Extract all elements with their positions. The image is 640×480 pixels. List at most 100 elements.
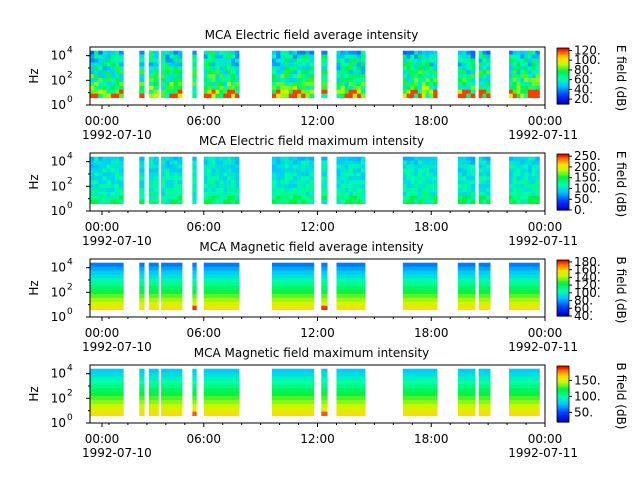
heatmap-cell (110, 305, 116, 311)
heatmap-cell (227, 305, 232, 311)
heatmap-cell (433, 282, 438, 287)
heatmap-cell (119, 172, 124, 177)
heatmap-cell (352, 195, 358, 201)
heatmap-cell (421, 172, 427, 177)
heatmap-cell (203, 176, 209, 181)
heatmap-cell (433, 160, 438, 166)
heatmap-cell (139, 187, 145, 193)
heatmap-cell (165, 70, 170, 75)
heatmap-cell (512, 85, 518, 91)
heatmap-cell (297, 282, 302, 287)
heatmap-cell (531, 156, 537, 162)
heatmap-cell (344, 372, 350, 378)
heatmap-cell (356, 290, 362, 295)
heatmap-cell (527, 50, 533, 56)
heatmap-cell (433, 301, 438, 307)
heatmap-cell (478, 184, 483, 189)
heatmap-cell (207, 396, 213, 401)
heatmap-cell (292, 50, 298, 56)
heatmap-cell (173, 172, 179, 177)
heatmap-cell (234, 407, 240, 413)
heatmap-cell (297, 93, 302, 99)
heatmap-cell (211, 293, 216, 299)
heatmap-cell (336, 195, 342, 201)
heatmap-cell (284, 172, 290, 177)
heatmap-cell (227, 62, 232, 67)
heatmap-cell (173, 286, 179, 291)
heatmap-cell (165, 301, 170, 307)
heatmap-cell (466, 176, 472, 181)
heatmap-cell (102, 164, 108, 169)
heatmap-cell (301, 396, 306, 401)
heatmap-cell (173, 93, 179, 99)
heatmap-cell (406, 74, 411, 79)
heatmap-cell (234, 62, 240, 67)
heatmap-cell (417, 282, 423, 287)
heatmap-cell (165, 199, 170, 205)
heatmap-cell (417, 270, 423, 275)
heatmap-cell (234, 89, 240, 95)
heatmap-cell (433, 54, 438, 60)
heatmap-cell (321, 407, 328, 413)
heatmap-cell (192, 66, 197, 71)
heatmap-cell (90, 195, 95, 201)
heatmap-cell (421, 290, 427, 295)
heatmap-cell (531, 305, 537, 311)
heatmap-cell (280, 62, 286, 67)
heatmap-cell (288, 74, 294, 79)
heatmap-cell (535, 78, 540, 83)
heatmap-cell (508, 407, 514, 413)
heatmap-cell (520, 293, 525, 299)
heatmap-cell (301, 199, 306, 205)
heatmap-cell (352, 62, 358, 67)
heatmap-cell (360, 293, 366, 299)
heatmap-cell (215, 89, 220, 95)
colorbar-segment (557, 67, 569, 70)
heatmap-cell (482, 85, 487, 91)
heatmap-cell (169, 168, 175, 173)
heatmap-cell (219, 274, 224, 279)
heatmap-cell (280, 180, 286, 185)
heatmap-cell (284, 301, 290, 307)
heatmap-cell (139, 274, 145, 279)
heatmap-cell (161, 384, 166, 389)
heatmap-cell (524, 388, 529, 393)
heatmap-cell (512, 372, 518, 378)
heatmap-cell (421, 368, 427, 374)
heatmap-cell (360, 160, 366, 166)
heatmap-cell (429, 184, 434, 189)
heatmap-cell (402, 74, 408, 79)
heatmap-cell (531, 384, 537, 389)
heatmap-cell (527, 187, 533, 193)
heatmap-cell (161, 411, 166, 417)
heatmap-cell (348, 70, 354, 75)
heatmap-cell (215, 297, 220, 303)
heatmap-cell (462, 266, 467, 272)
heatmap-cell (527, 399, 533, 405)
heatmap-cell (165, 384, 170, 389)
heatmap-cell (433, 293, 438, 299)
heatmap-cell (516, 50, 521, 56)
heatmap-cell (360, 199, 366, 205)
heatmap-cell (406, 160, 411, 166)
heatmap-cell (425, 286, 430, 291)
heatmap-cell (161, 85, 166, 91)
heatmap-cell (321, 372, 328, 378)
heatmap-cell (486, 187, 491, 193)
heatmap-cell (223, 93, 228, 99)
heatmap-cell (90, 301, 95, 307)
heatmap-cell (344, 187, 350, 193)
colorbar-tick-label: 100. (574, 181, 601, 195)
heatmap-cell (305, 384, 311, 389)
heatmap-cell (280, 184, 286, 189)
heatmap-cell (340, 160, 346, 166)
heatmap-cell (215, 78, 220, 83)
heatmap-cell (508, 89, 514, 95)
heatmap-cell (421, 78, 427, 83)
heatmap-cell (139, 388, 145, 393)
heatmap-cell (305, 78, 311, 83)
heatmap-cell (356, 403, 362, 409)
heatmap-cell (478, 168, 483, 173)
x-tick-label: 12:00 (300, 432, 335, 446)
heatmap-cell (470, 278, 476, 283)
